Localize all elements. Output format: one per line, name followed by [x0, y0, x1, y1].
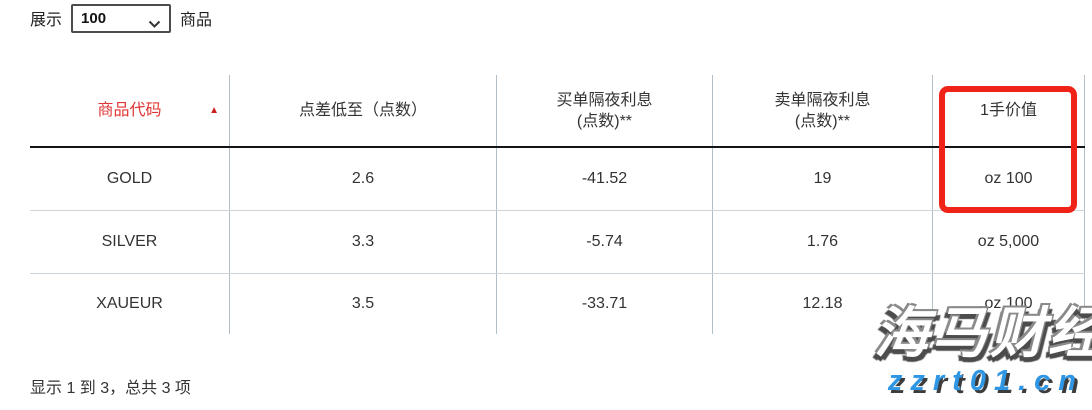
table-controls: 展示 100 商品: [30, 3, 212, 33]
watermark-site-url: zzrt01.cn: [887, 365, 1084, 397]
table-row: XAUEUR 3.5 -33.71 12.18 oz 100: [30, 274, 1085, 334]
column-header-label: 商品代码: [97, 102, 162, 119]
sort-ascending-icon: ▲: [209, 105, 219, 116]
column-header-product-code[interactable]: 商品代码 ▲: [30, 75, 230, 146]
cell-product-code: SILVER: [30, 211, 230, 273]
cell-product-code: XAUEUR: [30, 274, 230, 334]
cell-lot-value: oz 100: [933, 148, 1085, 210]
table-row: GOLD 2.6 -41.52 19 oz 100: [30, 148, 1085, 211]
cell-sell-swap: 1.76: [713, 211, 933, 273]
column-header-spread[interactable]: 点差低至（点数）: [230, 75, 497, 146]
show-label: 展示: [30, 12, 63, 29]
chevron-down-icon: [148, 16, 161, 33]
cell-spread: 2.6: [230, 148, 497, 210]
column-header-sell-swap[interactable]: 卖单隔夜利息 (点数)**: [713, 75, 933, 146]
table-info-summary: 显示 1 到 3，总共 3 项: [30, 380, 191, 397]
products-table: 商品代码 ▲ 点差低至（点数） 买单隔夜利息 (点数)** 卖单隔夜利息 (点数…: [30, 75, 1085, 334]
items-label: 商品: [180, 12, 213, 29]
cell-spread: 3.5: [230, 274, 497, 334]
page-size-value: 100: [81, 9, 107, 27]
table-header-row: 商品代码 ▲ 点差低至（点数） 买单隔夜利息 (点数)** 卖单隔夜利息 (点数…: [30, 75, 1085, 148]
cell-buy-swap: -41.52: [497, 148, 713, 210]
page-size-select[interactable]: 100: [71, 3, 172, 33]
table-row: SILVER 3.3 -5.74 1.76 oz 5,000: [30, 211, 1085, 274]
column-header-buy-swap[interactable]: 买单隔夜利息 (点数)**: [497, 75, 713, 146]
cell-buy-swap: -5.74: [497, 211, 713, 273]
cell-lot-value: oz 100: [933, 274, 1085, 334]
cell-lot-value: oz 5,000: [933, 211, 1085, 273]
column-header-lot-value[interactable]: 1手价值: [933, 75, 1085, 146]
cell-product-code: GOLD: [30, 148, 230, 210]
cell-buy-swap: -33.71: [497, 274, 713, 334]
cell-sell-swap: 19: [713, 148, 933, 210]
cell-sell-swap: 12.18: [713, 274, 933, 334]
cell-spread: 3.3: [230, 211, 497, 273]
